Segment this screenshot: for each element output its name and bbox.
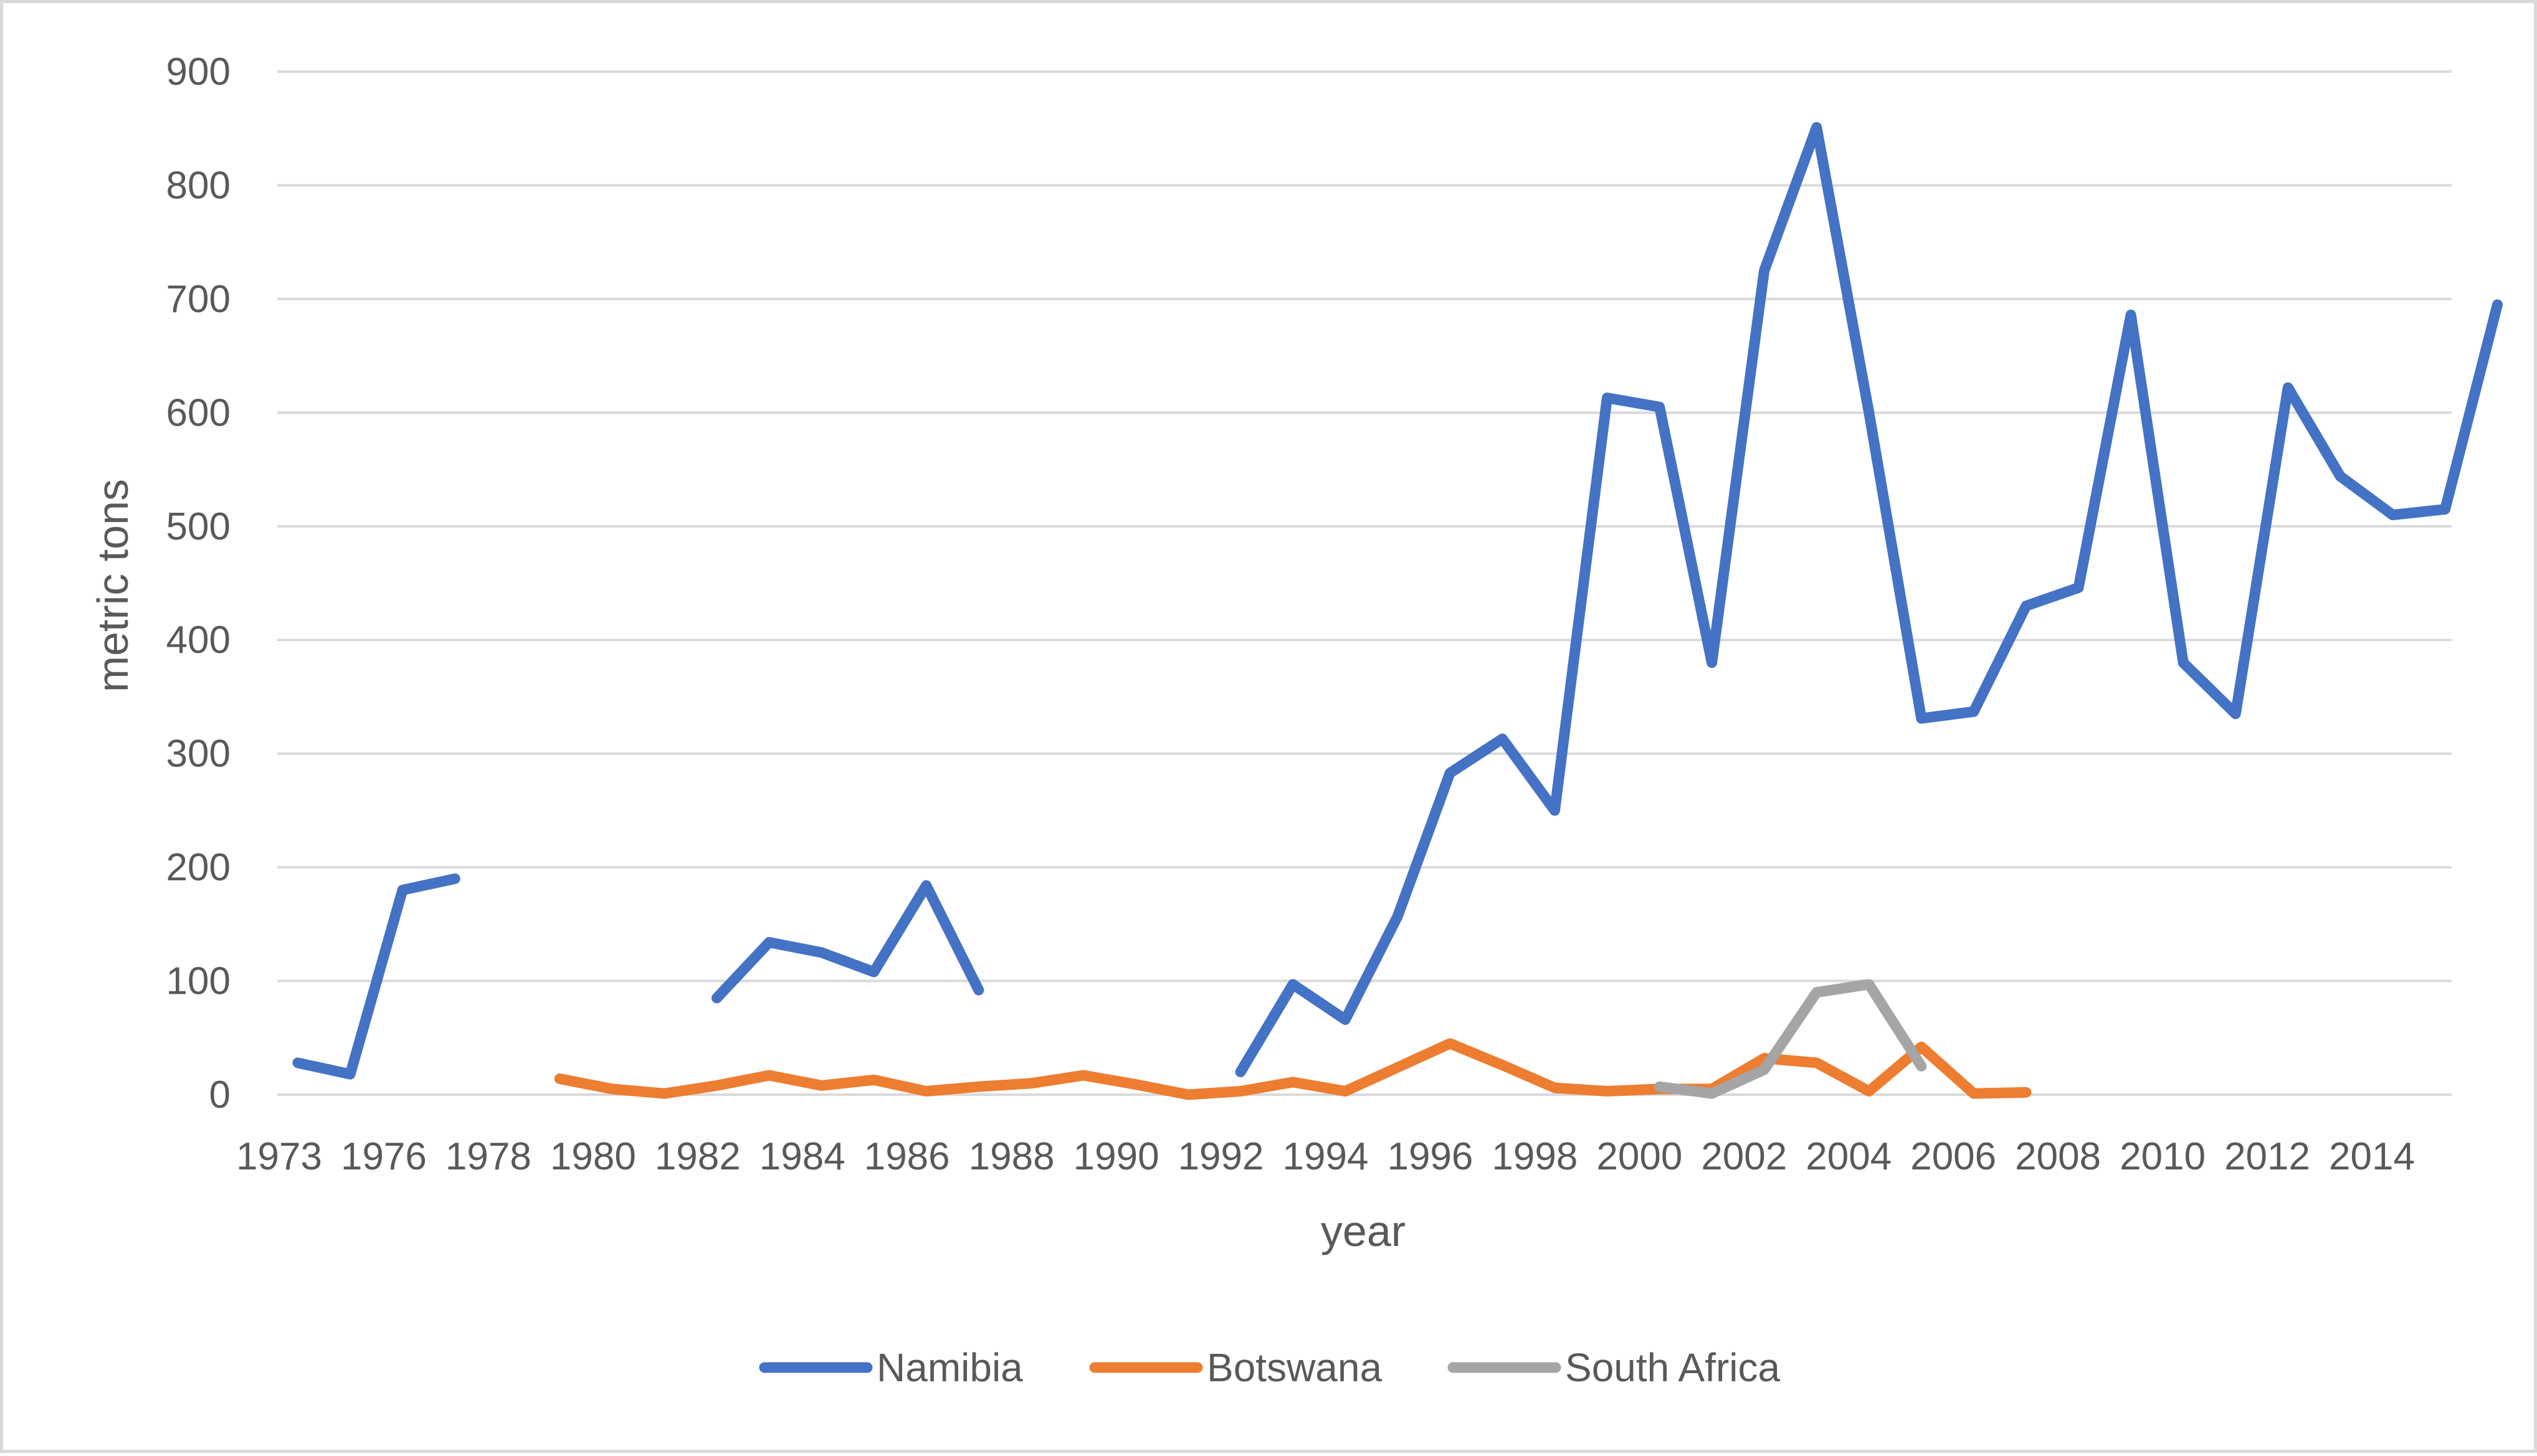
x-tick-label: 1978 — [445, 1135, 531, 1178]
legend: Namibia Botswana South Africa — [759, 1345, 1781, 1390]
x-tick-label: 1988 — [969, 1135, 1055, 1178]
x-tick-label: 1976 — [341, 1135, 427, 1178]
x-tick-label: 1994 — [1283, 1135, 1369, 1178]
x-tick-label: 1996 — [1387, 1135, 1473, 1178]
y-tick-label: 800 — [166, 164, 231, 207]
x-tick-label: 1982 — [655, 1135, 741, 1178]
y-tick-label: 500 — [166, 505, 231, 548]
y-tick-label: 300 — [166, 733, 231, 776]
x-tick-label: 1998 — [1492, 1135, 1578, 1178]
x-tick-label: 1984 — [759, 1135, 845, 1178]
y-tick-label: 900 — [166, 50, 231, 93]
y-tick-label: 400 — [166, 619, 231, 662]
x-tick-label: 2010 — [2120, 1135, 2206, 1178]
series-line-botswana — [554, 1038, 2032, 1100]
y-axis-ticks: 0 100 200 300 400 500 600 700 800 900 — [166, 50, 231, 1116]
series-line-south-africa — [1654, 979, 1927, 1099]
x-tick-label: 1980 — [550, 1135, 636, 1178]
y-tick-label: 0 — [209, 1073, 231, 1116]
x-tick-label: 1973 — [236, 1135, 322, 1178]
gridlines — [277, 70, 2452, 1096]
y-tick-label: 700 — [166, 278, 231, 321]
x-tick-label: 1990 — [1073, 1135, 1159, 1178]
y-tick-label: 200 — [166, 846, 231, 889]
x-tick-label: 2006 — [1910, 1135, 1996, 1178]
legend-label-botswana: Botswana — [1207, 1345, 1382, 1390]
series-lines — [292, 121, 2503, 1100]
y-tick-label: 100 — [166, 960, 231, 1003]
x-tick-label: 2002 — [1701, 1135, 1787, 1178]
x-tick-label: 2012 — [2224, 1135, 2310, 1178]
legend-label-south-africa: South Africa — [1565, 1345, 1781, 1390]
x-tick-label: 2014 — [2329, 1135, 2415, 1178]
x-tick-label: 1986 — [864, 1135, 950, 1178]
series-line-namibia — [292, 121, 2503, 1080]
x-axis-title: year — [1321, 1207, 1406, 1255]
legend-label-namibia: Namibia — [877, 1345, 1023, 1390]
x-tick-label: 2000 — [1596, 1135, 1682, 1178]
x-tick-label: 2008 — [2015, 1135, 2101, 1178]
y-axis-title: metric tons — [88, 479, 137, 692]
x-axis-ticks: 1973 1976 1978 1980 1982 1984 1986 1988 1990 1992… — [236, 1135, 2415, 1178]
x-tick-label: 1992 — [1178, 1135, 1264, 1178]
y-tick-label: 600 — [166, 391, 231, 434]
x-tick-label: 2004 — [1806, 1135, 1892, 1178]
